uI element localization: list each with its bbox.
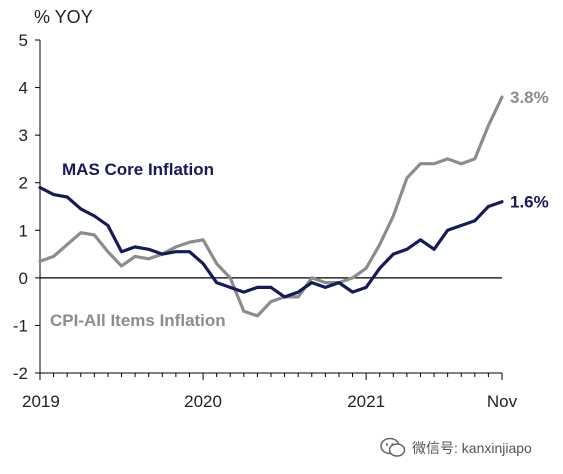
y-tick-label: 1 [19, 221, 28, 240]
end-label-mas-core: 1.6% [510, 193, 549, 212]
x-tick-label: 2020 [184, 392, 222, 411]
y-tick-label: 4 [19, 79, 28, 98]
y-tick-label: -1 [13, 316, 28, 335]
x-tick-label: Nov [487, 392, 518, 411]
axes: -2 -1 0 1 2 3 4 5 2019 2020 2021 Nov [13, 31, 518, 411]
y-tick-label: 5 [19, 31, 28, 50]
end-label-cpi-all-items: 3.8% [510, 88, 549, 107]
series-line-mas-core [38, 185, 504, 299]
watermark-text: 微信号: kanxinjiapo [412, 440, 532, 456]
wechat-icon [380, 437, 406, 457]
series-name-cpi-all-items: CPI-All Items Inflation [50, 311, 226, 330]
y-tick-label: 2 [19, 174, 28, 193]
y-tick-label: -2 [13, 364, 28, 383]
y-tick-label: 3 [19, 126, 28, 145]
series-line-cpi-all-items [38, 95, 504, 318]
y-tick-label: 0 [19, 269, 28, 288]
series-lines [38, 95, 504, 318]
x-tick-label: 2019 [22, 392, 60, 411]
x-tick-label: 2021 [347, 392, 385, 411]
series-labels: MAS Core Inflation 1.6% CPI-All Items Infl… [50, 88, 549, 330]
watermark: 微信号: kanxinjiapo [380, 434, 532, 462]
series-name-mas-core: MAS Core Inflation [62, 160, 214, 179]
y-axis-label: % YOY [34, 7, 93, 27]
